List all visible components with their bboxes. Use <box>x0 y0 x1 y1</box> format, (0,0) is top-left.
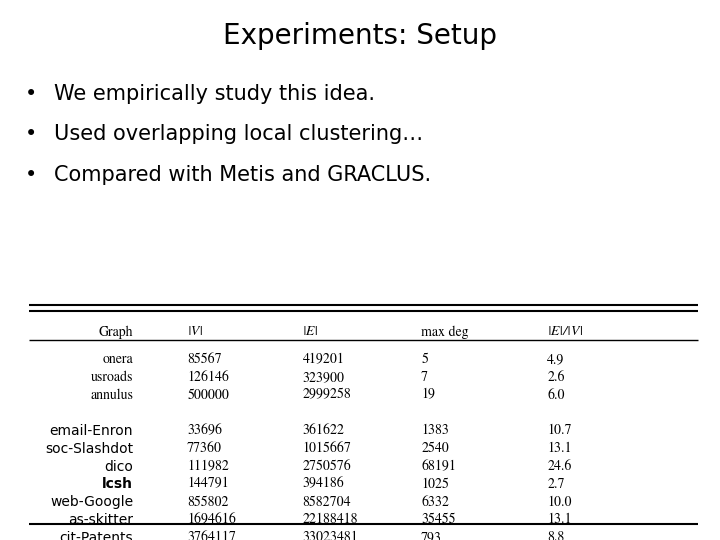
Text: 19: 19 <box>421 388 435 402</box>
Text: 7: 7 <box>421 370 428 384</box>
Text: annulus: annulus <box>90 388 133 402</box>
Text: •: • <box>25 124 37 144</box>
Text: 500000: 500000 <box>187 388 229 402</box>
Text: 1015667: 1015667 <box>302 442 351 455</box>
Text: 8582704: 8582704 <box>302 495 351 509</box>
Text: 6.0: 6.0 <box>547 388 564 402</box>
Text: 77360: 77360 <box>187 442 222 455</box>
Text: 10.7: 10.7 <box>547 424 572 437</box>
Text: 35455: 35455 <box>421 513 456 526</box>
Text: cit-Patents: cit-Patents <box>60 531 133 540</box>
Text: 323900: 323900 <box>302 370 344 384</box>
Text: 33023481: 33023481 <box>302 531 358 540</box>
Text: email-Enron: email-Enron <box>50 424 133 438</box>
Text: 1025: 1025 <box>421 477 449 491</box>
Text: soc-Slashdot: soc-Slashdot <box>45 442 133 456</box>
Text: 22188418: 22188418 <box>302 513 358 526</box>
Text: 793: 793 <box>421 531 442 540</box>
Text: 10.0: 10.0 <box>547 495 572 509</box>
Text: 3764117: 3764117 <box>187 531 236 540</box>
Text: |V|: |V| <box>187 326 204 338</box>
Text: web-Google: web-Google <box>50 495 133 509</box>
Text: We empirically study this idea.: We empirically study this idea. <box>54 84 375 104</box>
Text: 13.1: 13.1 <box>547 513 572 526</box>
Text: 2750576: 2750576 <box>302 460 351 473</box>
Text: 5: 5 <box>421 353 428 366</box>
Text: as-skitter: as-skitter <box>68 513 133 527</box>
Text: 1694616: 1694616 <box>187 513 236 526</box>
Text: 24.6: 24.6 <box>547 460 572 473</box>
Text: 2540: 2540 <box>421 442 449 455</box>
Text: •: • <box>25 84 37 104</box>
Text: |E|/|V|: |E|/|V| <box>547 326 584 338</box>
Text: Used overlapping local clustering…: Used overlapping local clustering… <box>54 124 423 144</box>
Text: Experiments: Setup: Experiments: Setup <box>223 22 497 50</box>
Text: usroads: usroads <box>91 370 133 384</box>
Text: 6332: 6332 <box>421 495 449 509</box>
Text: 361622: 361622 <box>302 424 344 437</box>
Text: Compared with Metis and GRACLUS.: Compared with Metis and GRACLUS. <box>54 165 431 185</box>
Text: onera: onera <box>102 353 133 366</box>
Text: 1383: 1383 <box>421 424 449 437</box>
Text: 144791: 144791 <box>187 477 229 491</box>
Text: 419201: 419201 <box>302 353 344 366</box>
Text: 2.6: 2.6 <box>547 370 564 384</box>
Text: 394186: 394186 <box>302 477 344 491</box>
Text: 85567: 85567 <box>187 353 222 366</box>
Text: •: • <box>25 165 37 185</box>
Text: 13.1: 13.1 <box>547 442 572 455</box>
Text: 111982: 111982 <box>187 460 229 473</box>
Text: 4.9: 4.9 <box>547 353 564 366</box>
Text: 2999258: 2999258 <box>302 388 351 402</box>
Text: Graph: Graph <box>99 326 133 339</box>
Text: |E|: |E| <box>302 326 319 338</box>
Text: 126146: 126146 <box>187 370 229 384</box>
Text: 68191: 68191 <box>421 460 456 473</box>
Text: 8.8: 8.8 <box>547 531 564 540</box>
Text: dico: dico <box>104 460 133 474</box>
Text: 2.7: 2.7 <box>547 477 564 491</box>
Text: max deg: max deg <box>421 326 469 339</box>
Text: lcsh: lcsh <box>102 477 133 491</box>
Text: 33696: 33696 <box>187 424 222 437</box>
Text: 855802: 855802 <box>187 495 229 509</box>
